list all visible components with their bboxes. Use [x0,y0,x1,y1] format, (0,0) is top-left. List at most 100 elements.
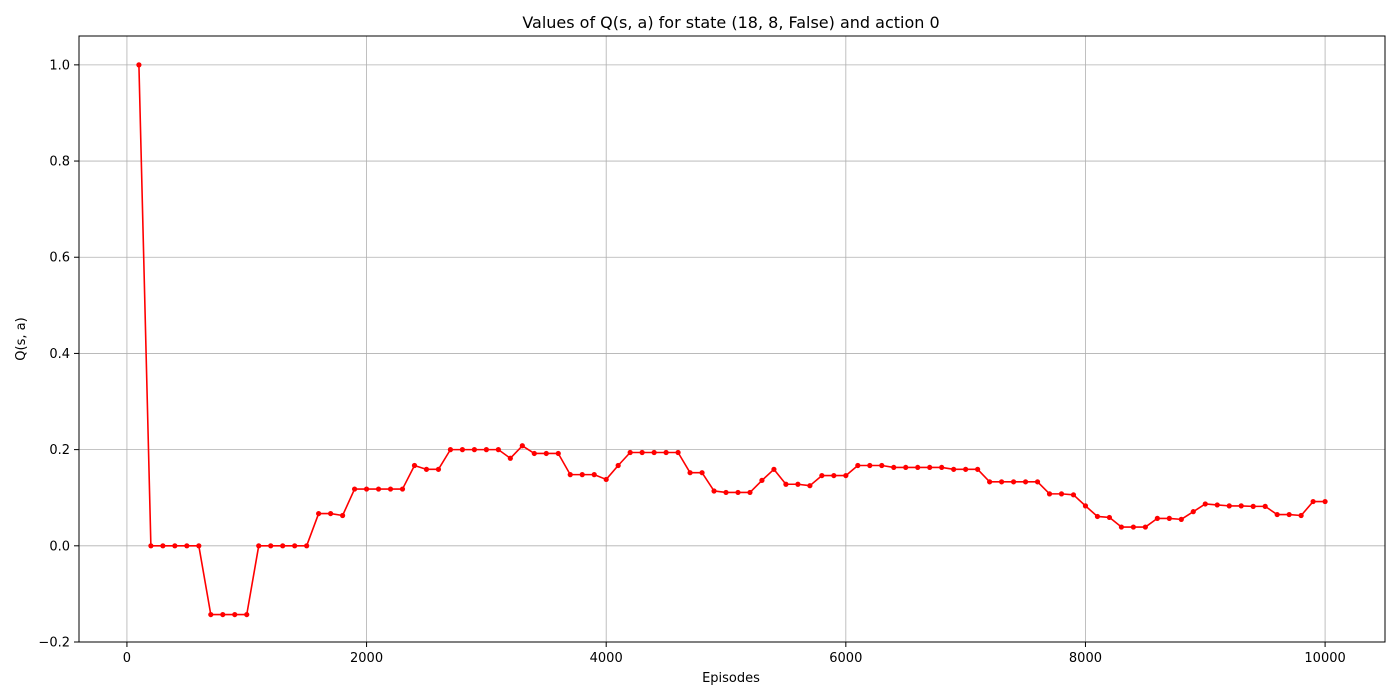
x-tick-label: 0 [123,651,131,666]
data-point [531,450,537,457]
data-point [1046,491,1053,497]
series-line [138,64,1326,616]
data-point [603,476,609,483]
data-point [975,466,981,472]
data-point [184,543,190,549]
data-point [387,486,394,492]
data-point [363,486,370,492]
data-point [495,447,501,453]
data-point [1214,502,1220,508]
data-point [519,443,525,449]
data-point [567,472,573,478]
data-point [783,481,789,487]
data-point [1202,501,1208,507]
data-point [459,447,466,453]
data-point [220,611,226,618]
y-axis-ticks: −0.2 0.0 0.2 0.4 0.6 0.8 1.0 [38,58,79,651]
x-tick-label: 2000 [350,651,383,666]
data-point [555,450,561,457]
data-point [1130,524,1136,530]
data-point [1322,498,1328,505]
chart-title: Values of Q(s, a) for state (18, 8, Fals… [522,13,939,32]
data-point [1094,513,1101,520]
data-point [915,464,921,471]
y-axis-label: Q(s, a) [14,317,29,360]
data-point [208,611,214,618]
plot-area-frame [78,35,1386,643]
data-point [160,543,166,549]
data-point [232,611,238,618]
data-point [807,483,813,489]
data-point [843,472,849,479]
data-point [328,510,334,517]
data-point [675,449,681,456]
data-point [1106,514,1113,521]
y-tick-label: 0.0 [49,539,70,554]
data-point [1058,491,1065,497]
data-point [735,489,741,496]
x-tick-label: 6000 [829,651,862,666]
data-point [831,472,837,479]
data-point [747,489,753,496]
data-point [1118,524,1124,530]
data-point [663,449,669,456]
data-point [196,543,202,549]
data-point [627,449,633,456]
data-point [819,472,825,479]
data-point [1190,509,1196,515]
data-point [615,462,621,469]
data-point [1070,492,1077,498]
data-point [411,462,418,469]
data-point [1166,515,1172,522]
data-point [998,479,1005,485]
data-point [280,543,286,549]
data-point [855,462,861,469]
data-point [963,466,969,472]
data-point [987,479,993,485]
data-point [136,62,142,68]
data-point [651,449,657,456]
data-point [1250,503,1256,509]
x-tick-label: 4000 [590,651,623,666]
data-point [579,472,585,478]
data-point [939,464,945,471]
data-point [687,470,693,476]
data-point [1010,479,1017,485]
y-tick-label: 1.0 [49,58,70,73]
data-point [507,455,513,461]
data-point [879,462,885,469]
data-point [375,486,382,492]
data-point [903,464,909,471]
data-point [699,470,705,476]
data-point [471,447,477,453]
data-point [1262,503,1268,509]
data-point [304,543,310,549]
data-point [351,486,358,492]
data-point [1178,516,1184,522]
data-point [759,477,765,483]
x-axis-label: Episodes [702,671,760,686]
data-point [1034,479,1041,485]
data-point [771,466,777,472]
x-axis-ticks: 0 2000 4000 6000 8000 10000 [123,642,1346,666]
data-point [148,543,154,549]
data-point [244,611,250,618]
data-point [1142,524,1148,530]
data-point [1154,515,1160,522]
data-point [867,462,873,469]
data-point [543,450,549,457]
data-point [795,481,801,487]
y-tick-label: −0.2 [38,636,70,651]
data-point [1298,512,1304,519]
data-point [447,447,454,453]
data-point [1226,503,1232,509]
data-point [316,510,322,517]
data-point [591,472,597,478]
data-point [1082,503,1089,509]
data-point [1238,503,1244,509]
data-point [927,464,933,471]
data-point [1022,479,1029,485]
data-point [711,488,717,494]
